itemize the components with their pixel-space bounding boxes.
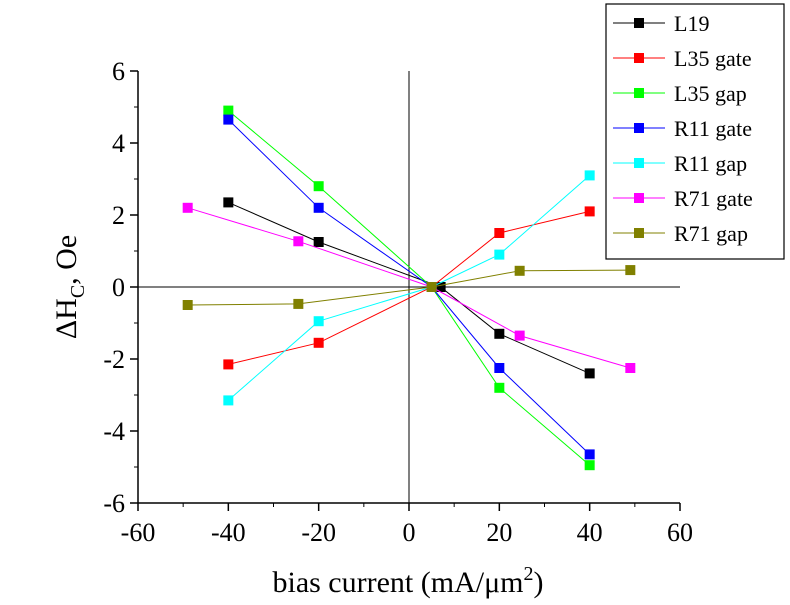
data-point: [584, 460, 595, 471]
series-1: [223, 197, 595, 379]
data-point: [313, 181, 324, 192]
legend-item: R71 gate: [613, 186, 753, 211]
data-point: [223, 359, 234, 370]
data-point: [494, 228, 505, 238]
data-point: [584, 170, 595, 181]
y-tick-label: 0: [112, 273, 125, 302]
data-point: [625, 265, 636, 276]
legend-item: R11 gate: [613, 116, 752, 141]
legend-item: L35 gap: [613, 81, 747, 106]
x-tick-label: 60: [667, 518, 693, 547]
data-point: [494, 249, 505, 260]
legend-label: R71 gate: [674, 186, 753, 211]
legend-label: L19: [674, 11, 709, 36]
data-point: [514, 265, 525, 276]
legend-item: L35 gate: [613, 46, 752, 71]
legend-marker: [634, 158, 644, 168]
data-point: [514, 330, 525, 341]
y-tick-label: -4: [103, 417, 125, 446]
data-point: [584, 449, 595, 460]
legend-item: R71 gap: [613, 221, 748, 246]
legend-label: R71 gap: [674, 221, 748, 246]
y-tick-label: -6: [103, 489, 125, 518]
data-point: [223, 395, 234, 406]
data-point: [293, 236, 304, 247]
data-point: [494, 363, 505, 373]
data-point: [313, 316, 324, 327]
legend-item: L19: [613, 11, 709, 36]
legend-marker: [634, 88, 644, 98]
y-axis-title-delta: ΔH: [50, 298, 83, 339]
data-point: [223, 105, 234, 116]
x-axis-title-tail: ): [534, 566, 544, 599]
y-tick-label: -2: [103, 345, 125, 374]
legend: L19 L35 gate L35 gap R11 gate R11 gap R71 gat…: [605, 3, 785, 260]
legend-marker: [634, 53, 644, 63]
data-point: [584, 206, 595, 217]
svg-text:ΔHC, Oe: ΔHC, Oe: [50, 235, 89, 339]
data-point: [313, 337, 324, 348]
zero-lines: [138, 71, 680, 503]
data-point: [426, 282, 437, 292]
data-point: [313, 202, 324, 213]
data-point: [293, 298, 304, 309]
legend-marker: [634, 193, 644, 203]
x-axis-title-sup: 2: [524, 563, 534, 585]
data-point: [494, 382, 505, 393]
legend-label: R11 gap: [674, 151, 747, 176]
y-tick-label: 2: [112, 201, 125, 230]
data-point: [182, 202, 193, 213]
x-axis-title: bias current (mA/μm2): [272, 563, 543, 599]
data-point: [625, 363, 636, 373]
data-point: [435, 282, 446, 292]
series-layer: [182, 105, 636, 471]
y-axis-title: ΔHC, Oe: [50, 235, 89, 339]
y-tick-label: 6: [112, 57, 125, 86]
x-axis-title-main: bias current (mA/μm: [272, 566, 523, 599]
x-tick-label: -40: [211, 518, 246, 547]
series-7: [182, 265, 636, 310]
x-tick-label: -20: [301, 518, 336, 547]
y-axis-title-tail: , Oe: [50, 235, 83, 285]
svg-text:bias current (mA/μm2): bias current (mA/μm2): [272, 563, 543, 599]
data-point: [494, 328, 505, 339]
data-point: [584, 368, 595, 379]
data-point: [182, 300, 193, 310]
data-point: [223, 197, 234, 208]
legend-label: L35 gap: [674, 81, 747, 106]
data-point: [313, 237, 324, 247]
x-tick-label: -60: [121, 518, 156, 547]
legend-label: R11 gate: [674, 116, 752, 141]
y-tick-label: 4: [112, 129, 125, 158]
y-axis-title-sub: C: [67, 285, 89, 298]
legend-item: R11 gap: [613, 151, 747, 176]
x-tick-label: 20: [486, 518, 512, 547]
x-tick-label: 40: [577, 518, 603, 547]
legend-label: L35 gate: [674, 46, 752, 71]
data-point: [223, 114, 234, 125]
x-tick-label: 0: [403, 518, 416, 547]
legend-marker: [634, 123, 644, 133]
legend-marker: [634, 18, 644, 28]
legend-marker: [634, 228, 644, 238]
